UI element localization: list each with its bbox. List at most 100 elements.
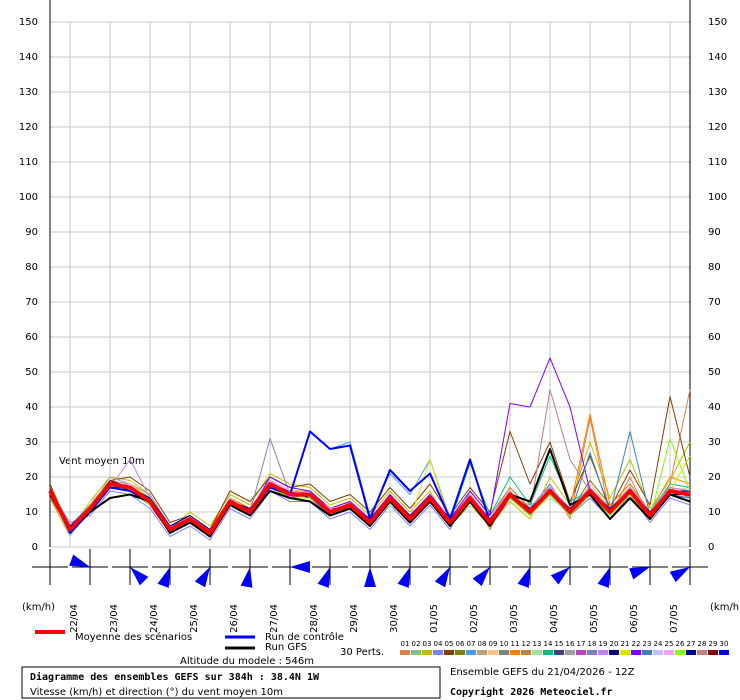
rose-petal — [472, 567, 490, 587]
legend-swatch — [686, 650, 696, 655]
y-tick-label: 60 — [25, 332, 38, 343]
y-tick-label: 50 — [708, 367, 721, 378]
rose-petal — [69, 554, 90, 567]
legend-label: Run GFS — [265, 642, 307, 653]
legend-label: 05 — [445, 640, 454, 648]
legend-label: 08 — [478, 640, 487, 648]
legend-label: 04 — [434, 640, 443, 648]
legend-label: 10 — [500, 640, 509, 648]
y-tick-label: 150 — [19, 17, 38, 28]
legend-label: 18 — [588, 640, 597, 648]
rose-petal — [397, 567, 410, 588]
rose-petal — [317, 567, 330, 588]
legend-swatch — [576, 650, 586, 655]
legend-swatch — [411, 650, 421, 655]
rose-petal — [194, 567, 210, 588]
legend-label: 25 — [665, 640, 674, 648]
series-line — [48, 482, 691, 535]
legend-swatch — [488, 650, 498, 655]
x-tick-label: 07/05 — [669, 604, 680, 633]
y-tick-label: 130 — [708, 87, 727, 98]
rose-petal — [130, 567, 149, 586]
perts-label: 30 Perts. — [340, 647, 384, 658]
y-tick-label: 110 — [19, 157, 38, 168]
legend-label: 07 — [467, 640, 476, 648]
y-tick-label: 30 — [708, 437, 721, 448]
legend-swatch — [521, 650, 531, 655]
y-tick-label: 140 — [708, 52, 727, 63]
legend-label: 27 — [687, 640, 696, 648]
x-tick-label: 28/04 — [309, 604, 320, 633]
legend-swatch — [466, 650, 476, 655]
x-tick-label: 06/05 — [629, 604, 640, 633]
y-tick-label: 100 — [19, 192, 38, 203]
y-tick-label: 20 — [25, 472, 38, 483]
series-line — [49, 483, 691, 541]
title-box — [21, 666, 441, 699]
altitude: Altitude du modele : 546m — [180, 656, 314, 667]
y-tick-label: 30 — [25, 437, 38, 448]
y-tick-label: 10 — [708, 507, 721, 518]
y-tick-label: 130 — [19, 87, 38, 98]
series-line — [49, 396, 691, 530]
y-tick-label: 0 — [708, 542, 714, 553]
legend-swatch — [631, 650, 641, 655]
x-tick-label: 05/05 — [589, 604, 600, 633]
legend-swatch — [554, 650, 564, 655]
y-tick-label: 10 — [25, 507, 38, 518]
legend-label: 16 — [566, 640, 575, 648]
legend-label: Run de contrôle — [265, 631, 344, 643]
rose-petal — [290, 561, 310, 573]
legend-swatch — [543, 650, 553, 655]
y-tick-label: 150 — [708, 17, 727, 28]
x-tick-label: 22/04 — [69, 604, 80, 633]
legend-swatch — [620, 650, 630, 655]
legend-label: Moyenne des scénarios — [75, 631, 192, 643]
rose-petal — [669, 567, 690, 583]
legend-swatch — [642, 650, 652, 655]
legend-swatch — [598, 650, 608, 655]
legend-swatch — [532, 650, 542, 655]
x-tick-label: 23/04 — [109, 604, 120, 633]
legend-swatch — [400, 650, 410, 655]
legend-swatch — [587, 650, 597, 655]
y-tick-label: 110 — [708, 157, 727, 168]
y-tick-label: 140 — [19, 52, 38, 63]
legend-label: 06 — [456, 640, 465, 648]
chart-title: Diagramme des ensembles GEFS sur 384h : … — [30, 671, 320, 683]
y-tick-label: 80 — [25, 262, 38, 273]
y-tick-label: 120 — [19, 122, 38, 133]
legend-label: 29 — [709, 640, 718, 648]
legend-swatch — [433, 650, 443, 655]
legend-label: 19 — [599, 640, 608, 648]
legend-swatch — [455, 650, 465, 655]
legend-swatch — [609, 650, 619, 655]
legend-swatch — [719, 650, 729, 655]
x-tick-label: 29/04 — [349, 604, 360, 633]
legend-label: 17 — [577, 640, 586, 648]
x-tick-label: 25/04 — [189, 604, 200, 633]
rose-petal — [157, 567, 170, 588]
rose-petal — [517, 567, 530, 588]
rose-petal — [597, 567, 610, 588]
legend-label: 09 — [489, 640, 498, 648]
run-label: Ensemble GEFS du 21/04/2026 - 12Z — [450, 667, 635, 678]
x-tick-label: 03/05 — [509, 604, 520, 633]
legend-label: 14 — [544, 640, 553, 648]
x-tick-label: 26/04 — [229, 604, 240, 633]
x-tick-label: 27/04 — [269, 604, 280, 633]
legend-label: 28 — [698, 640, 707, 648]
rose-petal — [550, 567, 570, 585]
legend-label: 21 — [621, 640, 630, 648]
legend-label: 22 — [632, 640, 641, 648]
y-tick-label: 70 — [25, 297, 38, 308]
y-tick-label: 50 — [25, 367, 38, 378]
legend-swatch — [422, 650, 432, 655]
rose-petal — [240, 567, 253, 588]
y-tick-label: 120 — [708, 122, 727, 133]
legend-swatch — [708, 650, 718, 655]
legend-swatch — [664, 650, 674, 655]
y-tick-label: 90 — [25, 227, 38, 238]
legend-swatch — [565, 650, 575, 655]
